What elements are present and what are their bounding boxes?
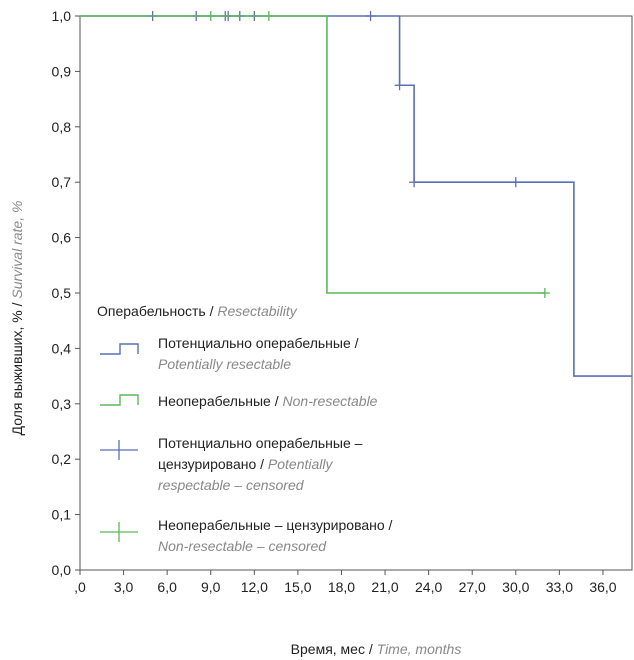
x-axis-title-en: Time, months	[377, 641, 462, 657]
x-tick-label: 15,0	[284, 579, 311, 595]
legend-entry-3: Неоперабельные – цензурировано / Non-rese…	[100, 517, 393, 554]
legend-label-line: Потенциально операбельные /	[158, 335, 359, 351]
x-tick-label: 24,0	[415, 579, 442, 595]
y-tick-label: 0,2	[52, 451, 72, 467]
y-axis-title-en: Survival rate, %	[9, 201, 25, 299]
x-tick-label: 21,0	[371, 579, 398, 595]
legend-entry-2: Потенциально операбельные – цензурировано…	[100, 435, 363, 493]
series-0	[80, 11, 632, 377]
svg-text:Время, мес / Time, months: Время, мес / Time, months	[291, 641, 462, 657]
y-axis-title-sep: /	[9, 299, 25, 311]
legend-label-line: цензурировано / Potentially	[158, 456, 334, 472]
y-tick-label: 0,9	[52, 63, 72, 79]
y-tick-label: 0,8	[52, 119, 72, 135]
censor-mark	[394, 80, 405, 91]
x-tick-label: 3,0	[114, 579, 134, 595]
y-axis-title-ru: Доля выживших, %	[9, 310, 25, 435]
y-tick-label: 0,5	[52, 285, 72, 301]
x-tick-label: 9,0	[201, 579, 221, 595]
x-axis-title-ru: Время, мес	[291, 641, 365, 657]
x-tick-label: 30,0	[502, 579, 529, 595]
censor-mark	[510, 177, 521, 188]
y-tick-label: 0,0	[52, 562, 72, 578]
x-tick-label: 33,0	[546, 579, 573, 595]
censor-mark	[263, 11, 274, 21]
x-tick-label: 27,0	[459, 579, 486, 595]
legend-label-line: Потенциально операбельные –	[158, 435, 363, 451]
legend-entry-0: Потенциально операбельные / Potentially …	[100, 335, 359, 372]
series-1	[80, 11, 550, 298]
x-tick-label: 6,0	[157, 579, 177, 595]
x-axis: ,0 3,0 6,0 9,0 12,0 15,0 18,0 21,0 24,0 27,0 30,0 3…	[74, 570, 617, 595]
y-tick-label: 0,6	[52, 230, 72, 246]
x-tick-label: 36,0	[589, 579, 616, 595]
censor-mark	[205, 11, 216, 21]
y-tick-label: 1,0	[52, 8, 72, 24]
legend-step-swatch	[100, 343, 139, 355]
censor-mark	[539, 288, 550, 298]
legend-label-line: Non-resectable – censored	[158, 538, 327, 554]
censor-mark	[409, 177, 420, 188]
x-axis-title-sep: /	[365, 641, 377, 657]
y-axis-title: Доля выживших, % / Survival rate, %	[9, 201, 25, 436]
legend-step-swatch	[100, 394, 139, 406]
survival-step-line	[80, 15, 545, 294]
x-axis-title: Время, мес / Time, months	[291, 641, 462, 657]
x-tick-label: 12,0	[241, 579, 268, 595]
x-tick-label: 18,0	[328, 579, 355, 595]
y-tick-label: 0,7	[52, 174, 72, 190]
censor-mark	[365, 11, 376, 21]
legend-entry-1: Неоперабельные / Non-resectable	[100, 393, 378, 409]
survival-step-line	[80, 15, 632, 377]
y-tick-label: 0,3	[52, 396, 72, 412]
legend-label-line: Potentially resectable	[158, 356, 291, 372]
legend-label-line: Неоперабельные – цензурировано /	[158, 517, 393, 533]
legend-label-line: respectable – censored	[158, 477, 305, 493]
legend: Операбельность / Resectability Потенциаль…	[97, 303, 393, 554]
svg-text:Доля выживших, % / Survival ra: Доля выживших, % / Survival rate, %	[9, 201, 25, 436]
y-tick-label: 0,1	[52, 507, 72, 523]
y-axis: 0,0 0,1 0,2 0,3 0,4 0,5 0,6 0,7 0,8 0,9 1,0	[52, 8, 80, 578]
x-tick-label: ,0	[74, 579, 86, 595]
legend-title: Операбельность / Resectability	[97, 303, 298, 319]
legend-label-line: Неоперабельные / Non-resectable	[158, 393, 378, 409]
y-tick-label: 0,4	[52, 340, 72, 356]
